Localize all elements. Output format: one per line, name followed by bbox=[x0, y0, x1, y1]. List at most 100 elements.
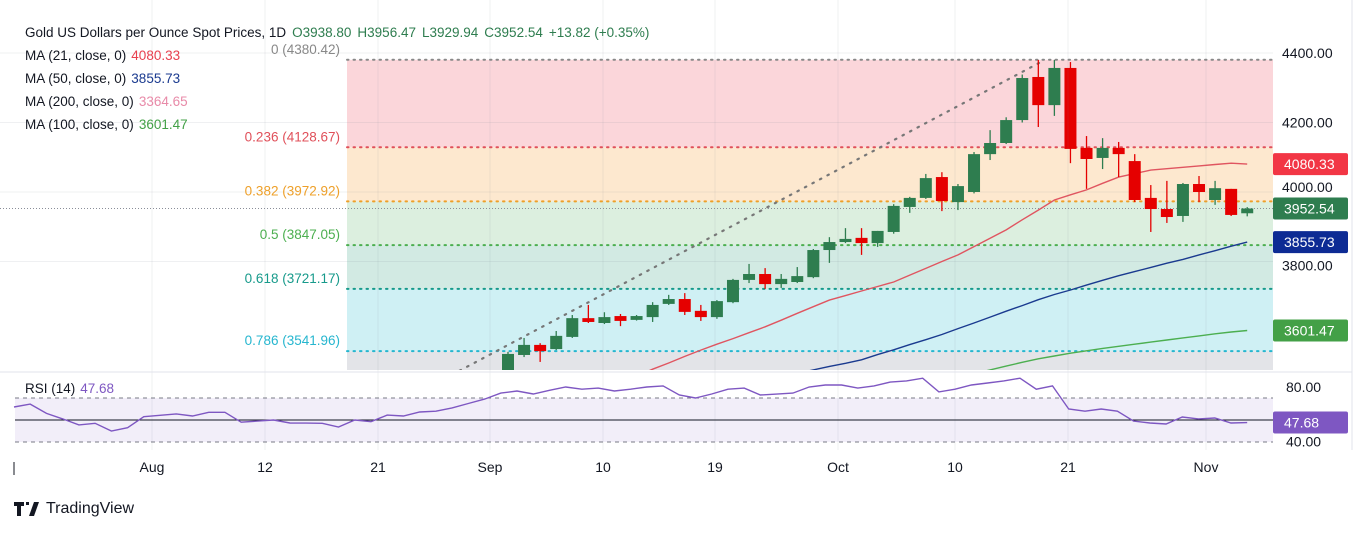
tradingview-logo-icon bbox=[14, 502, 39, 516]
candle-body bbox=[1112, 147, 1125, 155]
candle bbox=[1160, 180, 1173, 223]
candle-body bbox=[582, 318, 595, 322]
candle bbox=[598, 312, 611, 325]
symbol-title: Gold US Dollars per Ounce Spot Prices, 1… bbox=[25, 25, 287, 40]
candle-body bbox=[807, 250, 820, 278]
time-axis-label: Nov bbox=[1194, 459, 1219, 475]
candle-body bbox=[984, 143, 997, 155]
candle-body bbox=[823, 242, 836, 251]
time-axis-label: 10 bbox=[595, 459, 611, 475]
candle-body bbox=[662, 299, 675, 304]
candle-body bbox=[919, 178, 932, 198]
ma-line-ma100 bbox=[986, 329, 1248, 370]
brand-name: TradingView bbox=[46, 500, 135, 517]
rsi-axis-label: 40.00 bbox=[1286, 434, 1321, 450]
high-value: H3956.47 bbox=[357, 25, 416, 40]
time-axis-label: 19 bbox=[707, 459, 723, 475]
open-value: O3938.80 bbox=[292, 25, 352, 40]
ma200-legend[interactable]: MA (200, close, 0) 3364.65 bbox=[25, 93, 188, 111]
candle bbox=[534, 343, 547, 362]
time-axis-label: Oct bbox=[827, 459, 849, 475]
time-axis-label: Aug bbox=[140, 459, 165, 475]
candle-body bbox=[887, 205, 900, 232]
ma50-legend[interactable]: MA (50, close, 0) 3855.73 bbox=[25, 70, 180, 88]
candle-body bbox=[871, 230, 884, 244]
candle bbox=[1000, 117, 1013, 145]
last-price-tag: 3952.54 bbox=[1284, 200, 1335, 216]
ma50-label: MA (50, close, 0) bbox=[25, 71, 127, 86]
candle bbox=[1128, 154, 1141, 203]
fib-level-label: 0.382 (3972.92) bbox=[245, 183, 340, 198]
rsi-value-tag-bg bbox=[1273, 411, 1348, 434]
candle bbox=[550, 331, 563, 351]
candle bbox=[1144, 185, 1157, 232]
candle-body bbox=[1176, 184, 1189, 216]
candle bbox=[791, 267, 804, 284]
candle bbox=[903, 196, 916, 213]
candle-body bbox=[743, 274, 756, 280]
candle-body bbox=[935, 177, 948, 202]
tradingview-logo[interactable]: TradingView bbox=[14, 500, 134, 518]
candle-body bbox=[855, 237, 868, 244]
fib-level-label: 0.618 (3721.17) bbox=[245, 271, 340, 286]
ma100-legend[interactable]: MA (100, close, 0) 3601.47 bbox=[25, 116, 188, 134]
candle-body bbox=[1144, 197, 1157, 210]
candle-body bbox=[759, 274, 772, 285]
rsi-value: 47.68 bbox=[80, 381, 115, 396]
candle bbox=[1193, 176, 1206, 203]
ma50-value: 3855.73 bbox=[131, 71, 181, 86]
candle bbox=[1048, 59, 1061, 116]
ma-price-tag: 3855.73 bbox=[1284, 234, 1335, 250]
fib-level-label: 0.786 (3541.96) bbox=[245, 333, 340, 348]
ma-price-tag-bg bbox=[1273, 231, 1348, 254]
candle bbox=[582, 304, 595, 324]
candle bbox=[518, 337, 531, 358]
candle bbox=[1176, 182, 1189, 222]
candle-body bbox=[1225, 188, 1238, 215]
candle-body bbox=[1128, 161, 1141, 200]
price-axis-label: 4000.00 bbox=[1282, 179, 1333, 195]
time-axis-label: 12 bbox=[257, 459, 273, 475]
last-price-tag-bg bbox=[1273, 197, 1348, 220]
rsi-legend[interactable]: RSI (14) 47.68 bbox=[25, 380, 114, 398]
candle bbox=[646, 302, 659, 322]
ma21-label: MA (21, close, 0) bbox=[25, 48, 127, 63]
candle-body bbox=[726, 279, 739, 303]
ma21-legend[interactable]: MA (21, close, 0) 4080.33 bbox=[25, 47, 180, 65]
candle-body bbox=[1096, 147, 1109, 158]
candle bbox=[1016, 74, 1029, 123]
candle bbox=[919, 173, 932, 199]
candle-body bbox=[791, 276, 804, 283]
candle-body bbox=[694, 310, 707, 318]
change-value: +13.82 (+0.35%) bbox=[548, 25, 650, 40]
price-axis-label: 4400.00 bbox=[1282, 45, 1333, 61]
candle-body bbox=[1064, 67, 1077, 149]
candle-body bbox=[951, 186, 964, 203]
rsi-label: RSI (14) bbox=[25, 381, 76, 396]
candle bbox=[968, 152, 981, 194]
candle-body bbox=[1209, 188, 1222, 200]
time-axis-label: 10 bbox=[947, 459, 963, 475]
candle bbox=[630, 315, 643, 321]
candle bbox=[1096, 138, 1109, 170]
candle bbox=[759, 268, 772, 289]
candle-body bbox=[534, 344, 547, 352]
candle bbox=[566, 315, 579, 338]
candle-body bbox=[1032, 76, 1045, 106]
candle bbox=[1064, 62, 1077, 164]
candle bbox=[871, 230, 884, 247]
candle bbox=[887, 204, 900, 234]
rsi-value-tag: 47.68 bbox=[1284, 415, 1319, 431]
time-axis-label: 21 bbox=[370, 459, 386, 475]
candle-body bbox=[502, 353, 514, 370]
candle bbox=[694, 304, 707, 321]
candle-body bbox=[775, 278, 788, 285]
candle bbox=[935, 172, 948, 212]
candle-body bbox=[839, 238, 852, 243]
candle bbox=[678, 293, 691, 316]
ma200-value: 3364.65 bbox=[138, 94, 188, 109]
candle-body bbox=[646, 304, 659, 318]
candle bbox=[502, 351, 514, 370]
candle-body bbox=[1000, 120, 1013, 144]
